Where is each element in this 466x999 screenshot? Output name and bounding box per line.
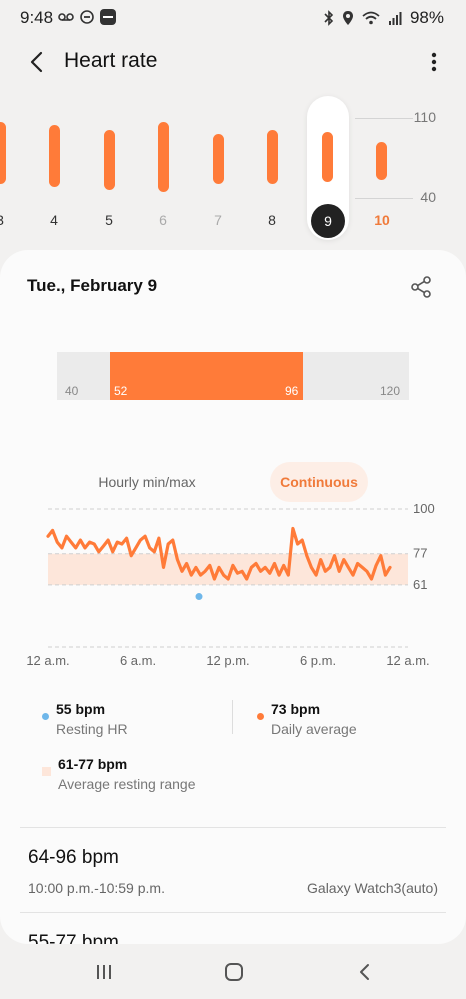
- recent-apps-icon: [97, 965, 111, 979]
- resting-hr-value: 55 bpm: [56, 701, 106, 717]
- voicemail-icon: [58, 13, 74, 21]
- day-label-4[interactable]: 4: [50, 212, 58, 228]
- wifi-icon: [362, 11, 380, 25]
- daily-average-value: 73 bpm: [271, 701, 321, 717]
- day-label-5[interactable]: 5: [105, 212, 113, 228]
- range-scale-max: 120: [380, 384, 401, 398]
- range-low: 52: [114, 384, 128, 398]
- record-time: 10:00 p.m.-10:59 p.m.: [28, 880, 165, 896]
- range-high: 96: [285, 384, 299, 398]
- y-tick-label: 61: [413, 577, 427, 592]
- bluetooth-icon: [324, 10, 334, 26]
- x-tick-label: 6 p.m.: [300, 653, 336, 668]
- home-icon: [225, 963, 243, 981]
- record-range: 55-77 bpm: [28, 932, 119, 944]
- do-not-disturb-icon: [80, 10, 94, 24]
- daily-range-fill: [110, 352, 303, 400]
- heart-rate-line: [46, 526, 392, 581]
- resting-hr-legend-dot: [42, 713, 49, 720]
- back-nav-icon: [360, 964, 369, 980]
- system-nav-bar: [0, 944, 466, 999]
- daily-average-label: Daily average: [271, 721, 357, 737]
- selected-date: Tue., February 9: [27, 276, 158, 295]
- week-axis-line-max: [355, 118, 413, 119]
- resting-range-legend-swatch: [42, 767, 51, 776]
- y-tick-label: 100: [413, 501, 435, 516]
- location-icon: [342, 11, 353, 25]
- day-bar-9[interactable]: [322, 132, 333, 182]
- day-bar-3[interactable]: [0, 122, 6, 184]
- range-scale-min: 40: [65, 384, 79, 398]
- signal-icon: [388, 12, 402, 25]
- notification-icons: [58, 9, 116, 25]
- tab-continuous[interactable]: Continuous: [270, 462, 368, 502]
- day-bar-6[interactable]: [158, 122, 169, 192]
- day-bar-4[interactable]: [49, 125, 60, 187]
- x-tick-label: 12 p.m.: [206, 653, 249, 668]
- wear-app-icon: [100, 9, 116, 25]
- record-range: 64-96 bpm: [28, 847, 119, 868]
- day-label-6[interactable]: 6: [159, 212, 167, 228]
- day-bar-7[interactable]: [213, 134, 224, 184]
- day-label-7[interactable]: 7: [214, 212, 222, 228]
- back-nav-button[interactable]: [350, 958, 378, 986]
- resting-hr-label: Resting HR: [56, 721, 128, 737]
- resting-hr-point: [195, 593, 203, 601]
- day-label-3[interactable]: 3: [0, 212, 15, 228]
- y-tick-label: 77: [413, 546, 427, 561]
- week-axis-line-min: [355, 198, 413, 199]
- continuous-heart-rate-chart: 100 77 61 12 a.m. 6 a.m. 12 p.m. 6 p.m. 12 a.m…: [26, 501, 435, 668]
- day-bar-8[interactable]: [267, 130, 278, 184]
- x-tick-label: 12 a.m.: [26, 653, 69, 668]
- list-divider: [20, 827, 446, 828]
- week-axis-min: 40: [420, 189, 436, 205]
- battery-percent: 98%: [409, 8, 444, 27]
- list-divider: [20, 912, 446, 913]
- share-icon: [411, 276, 431, 298]
- back-button[interactable]: [20, 46, 52, 78]
- resting-range-label: Average resting range: [58, 776, 196, 792]
- x-tick-label: 12 a.m.: [386, 653, 429, 668]
- system-icons: 98%: [324, 8, 444, 28]
- x-tick-label: 6 a.m.: [120, 653, 156, 668]
- recent-apps-button[interactable]: [90, 958, 118, 986]
- app-bar: Heart rate: [0, 34, 466, 90]
- more-options-button[interactable]: [424, 46, 444, 78]
- day-label-10-today[interactable]: 10: [374, 212, 390, 228]
- day-bar-5[interactable]: [104, 130, 115, 190]
- page-title: Heart rate: [64, 49, 158, 72]
- record-source: Galaxy Watch3(auto): [307, 880, 438, 896]
- tab-hourly-min-max[interactable]: Hourly min/max: [98, 474, 196, 490]
- legend-divider: [232, 700, 233, 734]
- day-bar-10[interactable]: [376, 142, 387, 180]
- day-label-9-selected[interactable]: 9: [311, 204, 345, 238]
- resting-range-value: 61-77 bpm: [58, 756, 128, 772]
- day-label-8[interactable]: 8: [268, 212, 276, 228]
- daily-average-legend-dot: [257, 713, 264, 720]
- home-button[interactable]: [220, 958, 248, 986]
- share-button[interactable]: [408, 274, 434, 300]
- week-axis-max: 110: [413, 109, 436, 125]
- back-arrow-icon: [30, 51, 43, 73]
- status-bar: 9:48 98%: [0, 0, 466, 34]
- clock: 9:48: [20, 8, 54, 27]
- more-vertical-icon: [431, 52, 437, 72]
- day-detail-card: Tue., February 9 40 52 96 120 Hourly min…: [0, 250, 466, 944]
